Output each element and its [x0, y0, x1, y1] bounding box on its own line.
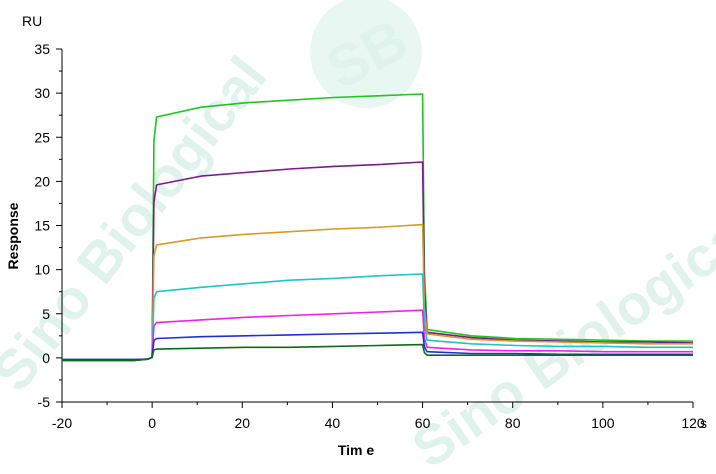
x-axis-title: Tim e	[338, 442, 375, 458]
x-ticks: -20 0 20 40 60 80 100 120	[52, 402, 705, 431]
x-tick-label: 120	[681, 415, 705, 431]
x-unit-label: s	[700, 415, 707, 431]
y-tick-label: 35	[34, 41, 50, 57]
y-tick-label: 5	[42, 306, 50, 322]
x-tick-label: 60	[415, 415, 431, 431]
series-layer	[62, 93, 694, 362]
axes: -5 0 5 10 15 20 25 30 35 -20 0 20 40 60 80 100 120	[34, 41, 704, 431]
x-tick-label: 40	[325, 415, 341, 431]
y-tick-label: 0	[42, 350, 50, 366]
x-tick-label: -20	[52, 415, 72, 431]
x-tick-label: 100	[591, 415, 615, 431]
x-tick-label: 0	[148, 415, 156, 431]
y-axis-title: Response	[5, 202, 21, 269]
y-tick-label: 25	[34, 129, 50, 145]
x-tick-label: 80	[505, 415, 521, 431]
y-tick-label: 15	[34, 218, 50, 234]
y-tick-label: 20	[34, 173, 50, 189]
y-tick-label: 30	[34, 85, 50, 101]
series-line	[62, 331, 693, 361]
y-ticks: -5 0 5 10 15 20 25 30 35	[34, 41, 62, 410]
y-tick-label: -5	[38, 394, 51, 410]
series-line	[62, 343, 693, 362]
y-tick-label: 10	[34, 262, 50, 278]
y-unit-label: RU	[22, 13, 42, 29]
x-tick-label: 20	[234, 415, 250, 431]
watermark-badge-circle	[310, 0, 422, 108]
